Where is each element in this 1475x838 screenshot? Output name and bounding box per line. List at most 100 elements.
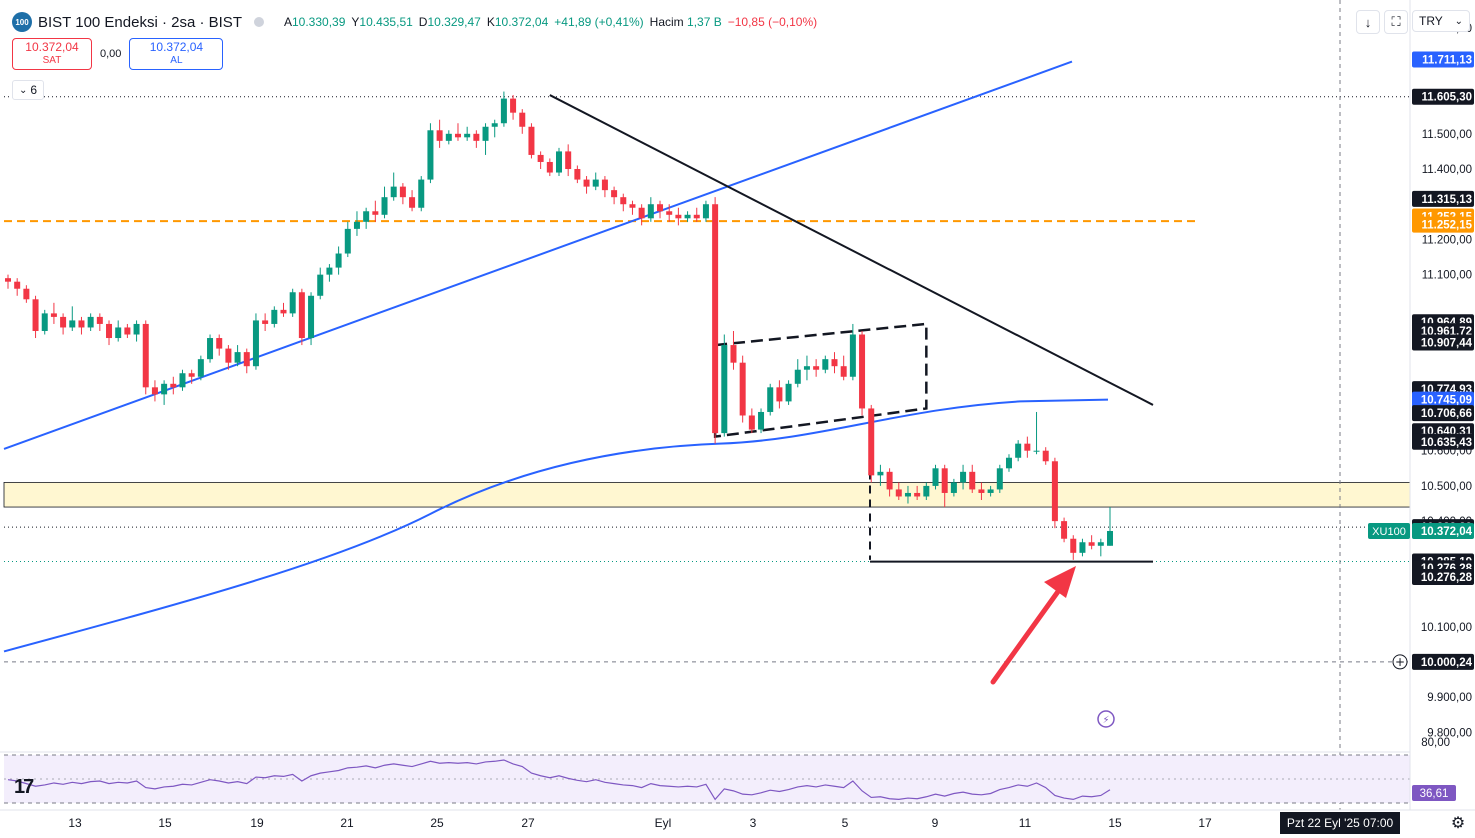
candle[interactable] [427, 130, 434, 180]
candle[interactable] [106, 323, 113, 339]
candle[interactable] [234, 352, 241, 363]
candle[interactable] [60, 316, 67, 328]
candle[interactable] [638, 207, 645, 219]
price-label-tag[interactable] [1412, 653, 1474, 670]
candle[interactable] [914, 492, 921, 497]
candle[interactable] [657, 204, 664, 212]
candle[interactable] [794, 369, 801, 384]
candle[interactable] [216, 338, 223, 349]
candle[interactable] [510, 98, 517, 113]
candle[interactable] [886, 471, 893, 490]
candle[interactable] [978, 489, 985, 493]
candle[interactable] [353, 221, 360, 229]
price-label-tag[interactable] [1412, 190, 1474, 207]
add-alert-icon[interactable] [1392, 654, 1408, 670]
candle[interactable] [702, 204, 709, 219]
candle[interactable] [50, 313, 57, 317]
candle[interactable] [528, 126, 535, 155]
candle[interactable] [684, 214, 691, 219]
gear-icon[interactable]: ⚙ [1450, 815, 1466, 832]
candle[interactable] [1097, 542, 1104, 546]
candle[interactable] [344, 228, 351, 254]
market-status-icon[interactable] [253, 17, 264, 27]
candle[interactable] [317, 274, 324, 296]
candle[interactable] [335, 253, 342, 268]
candle[interactable] [454, 133, 461, 138]
price-label-tag[interactable] [1412, 334, 1474, 351]
candle[interactable] [932, 468, 939, 486]
candle[interactable] [1051, 461, 1058, 522]
price-label-tag[interactable] [1412, 433, 1474, 450]
candle[interactable] [1033, 450, 1040, 452]
candle[interactable] [262, 320, 269, 324]
candle[interactable] [574, 169, 581, 180]
price-label-tag[interactable] [1412, 88, 1474, 105]
candle[interactable] [748, 415, 755, 430]
candle[interactable] [161, 383, 168, 395]
candle[interactable] [859, 334, 866, 409]
candle[interactable] [298, 292, 305, 339]
candle[interactable] [583, 179, 590, 187]
fullscreen-icon[interactable]: ⛶ [1384, 10, 1408, 34]
candle[interactable] [78, 320, 85, 328]
candle[interactable] [629, 204, 636, 208]
rsi-value-tag[interactable] [1412, 785, 1456, 801]
supply-zone[interactable] [3, 481, 1411, 508]
candle[interactable] [647, 204, 654, 219]
candle[interactable] [721, 345, 728, 434]
candle[interactable] [41, 313, 48, 331]
candle[interactable] [776, 387, 783, 402]
candle[interactable] [730, 345, 737, 363]
candle[interactable] [941, 468, 948, 493]
candle[interactable] [96, 316, 103, 324]
flag-pattern[interactable] [713, 322, 928, 439]
indicators-toggle[interactable]: ⌄ 6 [12, 80, 44, 100]
candle[interactable] [271, 309, 278, 324]
candle[interactable] [363, 211, 370, 222]
candle[interactable] [445, 133, 452, 141]
candle[interactable] [280, 309, 287, 314]
candle[interactable] [87, 316, 94, 328]
candle[interactable] [840, 366, 847, 377]
candle[interactable] [409, 197, 416, 208]
candle[interactable] [32, 299, 39, 331]
candle[interactable] [1079, 542, 1086, 553]
price-label-tag[interactable] [1412, 216, 1474, 233]
candle[interactable] [620, 197, 627, 205]
candle[interactable] [390, 186, 397, 198]
candle[interactable] [675, 214, 682, 219]
sell-button[interactable]: 10.372,04 SAT [12, 38, 92, 70]
candle[interactable] [592, 179, 599, 187]
price-label-tag[interactable] [1412, 522, 1474, 539]
candle[interactable] [904, 492, 911, 497]
alert-icon[interactable] [1097, 710, 1115, 728]
candle[interactable] [1070, 538, 1077, 553]
candle[interactable] [491, 123, 498, 127]
candle[interactable] [482, 126, 489, 141]
candle[interactable] [987, 489, 994, 493]
candle[interactable] [556, 151, 562, 173]
price-label-tag[interactable] [1412, 51, 1474, 68]
candle[interactable] [1042, 450, 1049, 462]
symbol-title[interactable]: BIST 100 Endeksi · 2sa · BIST [38, 13, 242, 31]
candle[interactable] [803, 366, 810, 370]
candle[interactable] [950, 482, 957, 493]
candle[interactable] [895, 489, 902, 497]
candle[interactable] [326, 267, 333, 275]
candle[interactable] [537, 154, 544, 162]
download-icon[interactable]: ↓ [1356, 10, 1380, 34]
price-label-tag[interactable] [1412, 569, 1474, 586]
candle[interactable] [693, 214, 700, 219]
candle[interactable] [611, 190, 618, 198]
resistance-trendline[interactable] [549, 94, 1154, 406]
candle[interactable] [1061, 521, 1068, 539]
candle[interactable] [124, 327, 131, 335]
candle[interactable] [170, 383, 177, 388]
rsi-line[interactable] [7, 759, 1111, 801]
price-label-tag[interactable] [1412, 405, 1474, 422]
candle[interactable] [1015, 443, 1022, 458]
candle[interactable] [372, 211, 379, 215]
candle[interactable] [69, 320, 76, 328]
candle[interactable] [1088, 542, 1095, 546]
candle[interactable] [1024, 443, 1031, 451]
